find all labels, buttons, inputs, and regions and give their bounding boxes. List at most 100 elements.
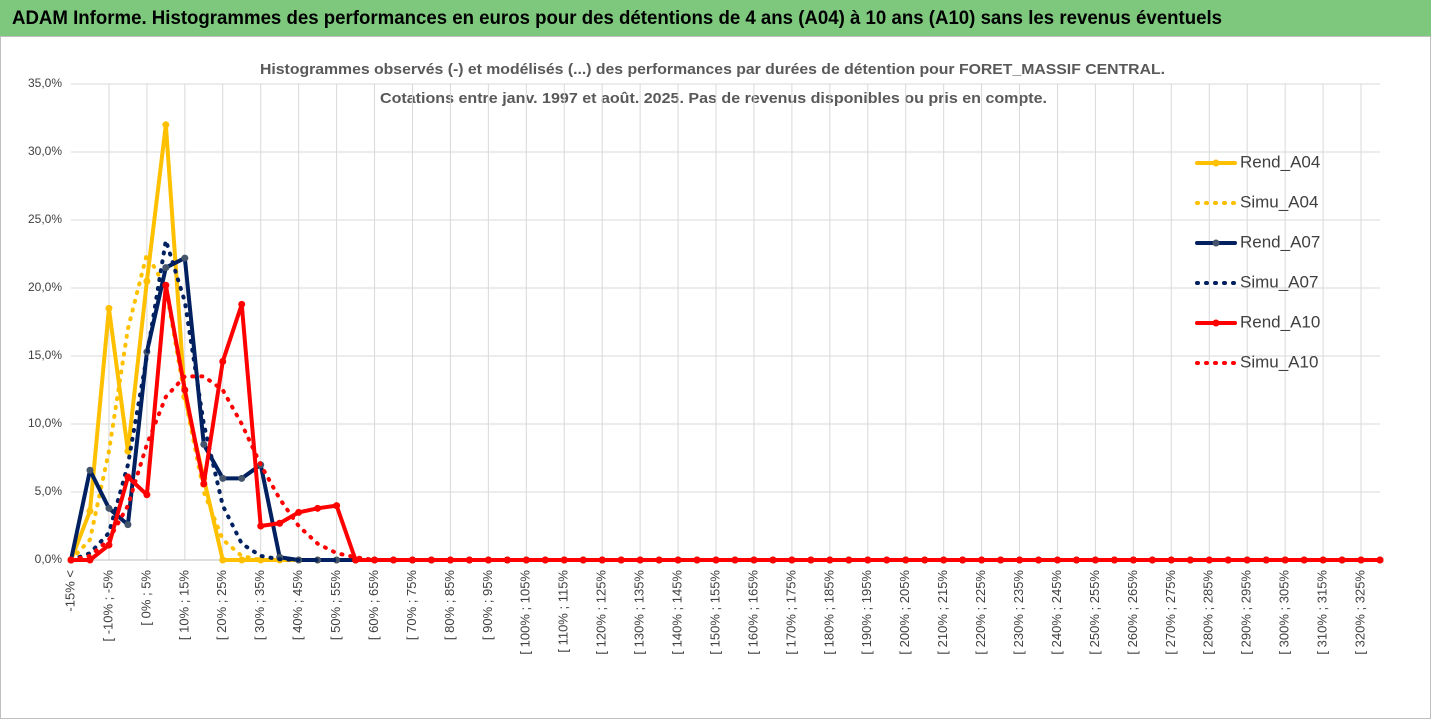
x-tick-label: [ 150% ; 155% <box>707 570 722 655</box>
point <box>1243 556 1251 564</box>
x-tick-label: [ 50% ; 55% <box>328 570 343 641</box>
x-tick-label: [ 80% ; 85% <box>442 570 457 641</box>
point <box>219 556 227 564</box>
point <box>845 556 853 564</box>
y-tick-label: 20,0% <box>28 280 62 294</box>
point <box>333 502 341 510</box>
x-tick-label: [ 310% ; 315% <box>1315 570 1330 655</box>
point <box>674 556 682 564</box>
x-tick-label: [ -10% ; -5% <box>100 570 115 642</box>
point <box>143 277 151 285</box>
x-tick-label: [ 90% ; 95% <box>480 570 495 641</box>
point <box>162 281 170 289</box>
point <box>1376 556 1384 564</box>
y-tick-label: 0,0% <box>35 552 63 566</box>
point <box>503 556 511 564</box>
legend-marker <box>1212 159 1220 167</box>
point <box>1035 556 1043 564</box>
point <box>238 556 246 564</box>
x-tick-label: [ 160% ; 165% <box>745 570 760 655</box>
banner-title: ADAM Informe. Histogrammes des performan… <box>12 8 1222 29</box>
point <box>238 474 246 482</box>
legend-marker <box>1212 239 1220 247</box>
legend-label: Simu_A04 <box>1240 192 1318 211</box>
x-tick-label: [ 70% ; 75% <box>404 570 419 641</box>
x-tick-label: [ 200% ; 205% <box>897 570 912 655</box>
point <box>522 556 530 564</box>
y-tick-label: 35,0% <box>28 76 62 90</box>
x-tick-label: [ 30% ; 35% <box>252 570 267 641</box>
x-tick-label: [ 0% ; 5% <box>138 570 153 626</box>
point <box>1053 556 1061 564</box>
point <box>219 357 227 365</box>
x-tick-label: [ 290% ; 295% <box>1239 570 1254 655</box>
point <box>124 473 132 481</box>
legend-marker <box>1212 319 1220 327</box>
x-tick-label: [ 260% ; 265% <box>1125 570 1140 655</box>
x-tick-label: [ 10% ; 15% <box>176 570 191 641</box>
chart-subtitle: Cotations entre janv. 1997 et août. 2025… <box>380 90 1047 107</box>
legend-label: Simu_A10 <box>1240 352 1318 371</box>
point <box>105 504 113 512</box>
x-tick-label: [ 110% ; 115% <box>556 570 571 653</box>
x-tick-label: [ 230% ; 235% <box>1011 570 1026 655</box>
legend-label: Rend_A07 <box>1240 232 1320 251</box>
x-tick-label: [ 60% ; 65% <box>366 570 381 641</box>
x-tick-label: [ 140% ; 145% <box>670 570 685 655</box>
point <box>86 556 94 564</box>
x-tick-label: [ 190% ; 195% <box>859 570 874 655</box>
y-tick-label: 25,0% <box>28 212 62 226</box>
y-tick-label: 15,0% <box>28 348 62 362</box>
point <box>124 521 132 529</box>
point <box>295 508 303 516</box>
x-tick-label: [ 170% ; 175% <box>783 570 798 655</box>
x-tick-label: [ 270% ; 275% <box>1163 570 1178 655</box>
point <box>712 556 720 564</box>
x-tick-label: -15% < <box>62 570 77 612</box>
x-tick-label: [ 280% ; 285% <box>1201 570 1216 655</box>
x-tick-label: [ 130% ; 135% <box>632 570 647 655</box>
chart-title: Histogrammes observés (-) et modélisés (… <box>260 61 1165 78</box>
point <box>200 440 208 448</box>
point <box>1224 556 1232 564</box>
x-tick-label: [ 20% ; 25% <box>214 570 229 641</box>
point <box>162 121 170 129</box>
point <box>1205 556 1213 564</box>
point <box>276 519 284 527</box>
point <box>864 556 872 564</box>
y-tick-label: 30,0% <box>28 144 62 158</box>
series-line <box>69 374 1382 562</box>
point <box>257 522 265 530</box>
legend-label: Simu_A07 <box>1240 272 1318 291</box>
y-tick-label: 10,0% <box>28 416 62 430</box>
x-tick-label: [ 240% ; 245% <box>1049 570 1064 655</box>
point <box>200 480 208 488</box>
legend-label: Rend_A04 <box>1240 152 1320 171</box>
point <box>238 300 246 308</box>
x-tick-label: [ 120% ; 125% <box>594 570 609 655</box>
point <box>86 507 94 515</box>
x-tick-label: [ 40% ; 45% <box>290 570 305 641</box>
y-tick-label: 5,0% <box>35 484 63 498</box>
x-tick-label: [ 210% ; 215% <box>935 570 950 655</box>
x-tick-label: [ 300% ; 305% <box>1277 570 1292 655</box>
point <box>105 304 113 312</box>
x-tick-label: [ 220% ; 225% <box>973 570 988 655</box>
x-tick-label: [ 250% ; 255% <box>1087 570 1102 655</box>
legend-label: Rend_A10 <box>1240 312 1320 331</box>
x-tick-label: [ 320% ; 325% <box>1352 570 1367 655</box>
point <box>143 491 151 499</box>
point <box>181 386 189 394</box>
point <box>314 504 322 512</box>
point <box>883 556 891 564</box>
banner <box>0 0 1431 36</box>
x-tick-label: [ 100% ; 105% <box>518 570 533 655</box>
point <box>86 466 94 474</box>
point <box>162 264 170 272</box>
point <box>219 474 227 482</box>
point <box>105 541 113 549</box>
point <box>181 254 189 262</box>
x-tick-label: [ 180% ; 185% <box>821 570 836 655</box>
